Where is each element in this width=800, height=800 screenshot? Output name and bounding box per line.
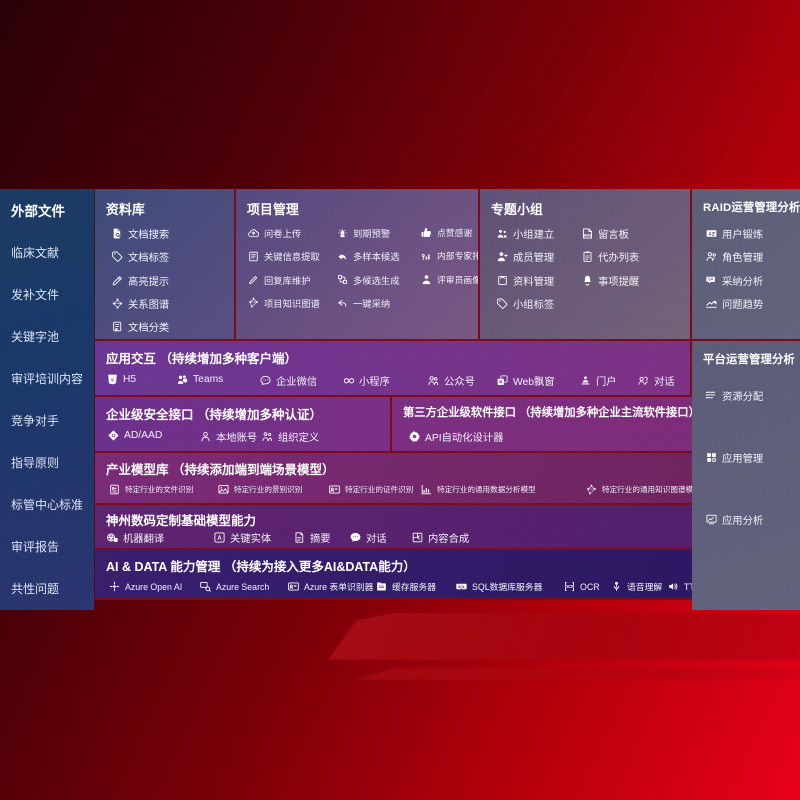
svg-text:5: 5 [111, 377, 114, 383]
svg-text:OCR: OCR [565, 584, 575, 589]
svg-text:QA: QA [708, 277, 714, 281]
svg-text:SQL: SQL [458, 585, 465, 589]
svg-text:BBS: BBS [584, 233, 592, 237]
